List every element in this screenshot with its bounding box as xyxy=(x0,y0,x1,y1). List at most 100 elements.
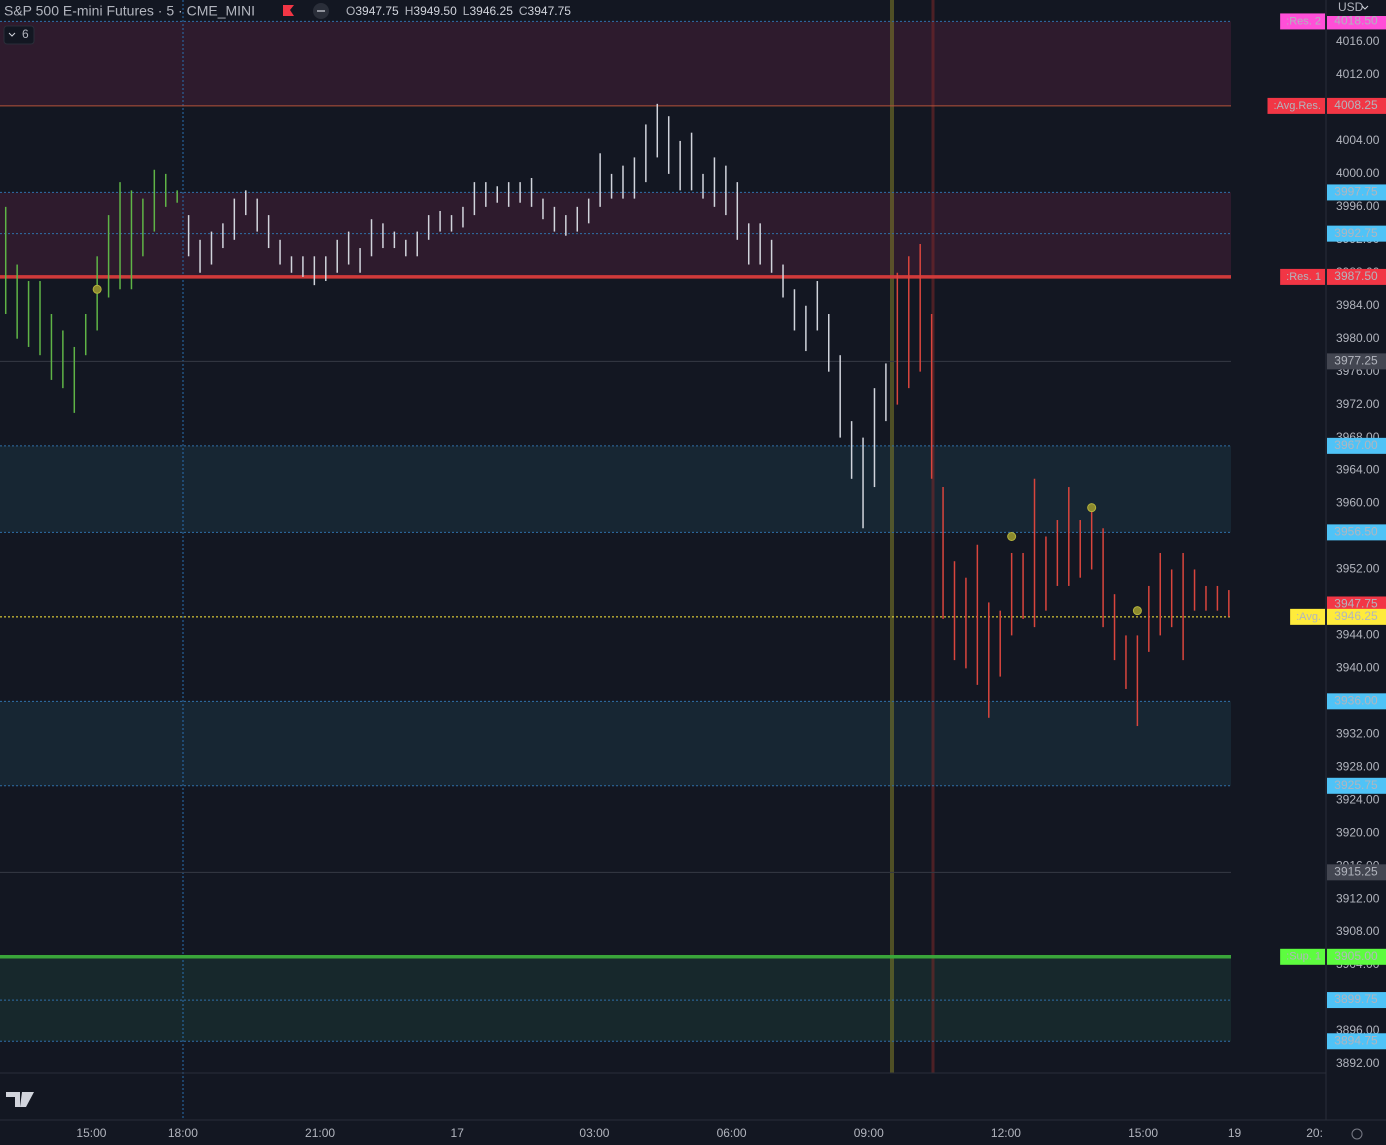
x-tick-label: 18:00 xyxy=(168,1126,198,1140)
price-tag-label: 3894.75 xyxy=(1334,1033,1378,1047)
ohlc-key: H xyxy=(405,4,414,18)
level-tag xyxy=(1267,97,1325,114)
price-tag xyxy=(1327,225,1386,242)
price-tag-label: 3997.75 xyxy=(1334,185,1378,199)
x-tick-label: 17 xyxy=(451,1126,465,1140)
y-tick-label: 3940.00 xyxy=(1336,661,1380,675)
price-tag-label: 3947.75 xyxy=(1334,597,1378,611)
ohlc-values: O3947.75 H3949.50 L3946.25 C3947.75 xyxy=(346,4,571,18)
indicators-count[interactable]: 6 xyxy=(22,27,29,41)
y-tick-label: 3980.00 xyxy=(1336,331,1380,345)
level-tag-label: :Res. 2 xyxy=(1286,15,1321,27)
x-tick-label: 06:00 xyxy=(717,1126,747,1140)
bars xyxy=(4,103,1230,727)
zone xyxy=(0,21,1231,106)
price-tag-label: 3987.50 xyxy=(1334,269,1378,283)
price-tag-label: 3946.25 xyxy=(1334,609,1378,623)
price-tag xyxy=(1327,693,1386,710)
level-tag-label: :Res. 1 xyxy=(1286,271,1321,283)
price-tag-label: 4018.50 xyxy=(1334,14,1378,28)
x-tick-label: 19 xyxy=(1228,1126,1242,1140)
flag-icon[interactable] xyxy=(283,5,294,16)
level-tag xyxy=(1280,13,1325,30)
price-tag xyxy=(1327,524,1386,541)
price-tag-label: 3915.25 xyxy=(1334,864,1378,878)
ohlc-key: O xyxy=(346,4,355,18)
y-tick-label: 3932.00 xyxy=(1336,726,1380,740)
x-tick-label: 15:00 xyxy=(1128,1126,1158,1140)
chevron xyxy=(1361,5,1369,10)
y-tick-label: 4016.00 xyxy=(1336,34,1380,48)
x-tick-label: 12:00 xyxy=(991,1126,1021,1140)
price-tag xyxy=(1327,992,1386,1009)
price-tag-label: 3936.00 xyxy=(1334,693,1378,707)
session-lines xyxy=(182,0,935,1120)
level-tag xyxy=(1280,948,1325,965)
y-tick-label: 3912.00 xyxy=(1336,891,1380,905)
y-tick-label: 4000.00 xyxy=(1336,166,1380,180)
level-tag xyxy=(1290,608,1325,625)
price-tag-label: 3905.00 xyxy=(1334,949,1378,963)
price-tag xyxy=(1327,184,1386,201)
price-tag xyxy=(1327,353,1386,370)
y-tick-label: 3996.00 xyxy=(1336,199,1380,213)
y-tick-label: 3972.00 xyxy=(1336,397,1380,411)
indicators-toggle[interactable] xyxy=(3,25,35,45)
y-tick-label: 3984.00 xyxy=(1336,298,1380,312)
currency[interactable]: USD xyxy=(1338,0,1364,14)
x-tick-label: 15:00 xyxy=(76,1126,106,1140)
y-tick-label: 3924.00 xyxy=(1336,792,1380,806)
y-tick-label: 3928.00 xyxy=(1336,759,1380,773)
zones xyxy=(0,21,1231,1042)
zone xyxy=(0,701,1231,786)
price-tag-label: 3967.00 xyxy=(1334,438,1378,452)
price-tag xyxy=(1327,97,1386,114)
price-tag-label: 3977.25 xyxy=(1334,354,1378,368)
y-tick-label: 3920.00 xyxy=(1336,825,1380,839)
level-tag-label: :Avg.Res. xyxy=(1274,100,1322,112)
price-tag xyxy=(1327,268,1386,285)
zone xyxy=(0,956,1231,1042)
y-tick-label: 4004.00 xyxy=(1336,133,1380,147)
y-tick-label: 3908.00 xyxy=(1336,924,1380,938)
x-tick-label: 09:00 xyxy=(854,1126,884,1140)
price-tag xyxy=(1327,596,1386,613)
x-tick-label: 03:00 xyxy=(579,1126,609,1140)
ohlc-value: 3947.75 xyxy=(355,4,399,18)
price-tag-label: 4008.25 xyxy=(1334,98,1378,112)
header: S&P 500 E-mini Futures · 5 · CME_MINI O3… xyxy=(3,0,1386,1140)
price-tag xyxy=(1327,948,1386,965)
zone xyxy=(0,192,1231,277)
y-tick-label: 3944.00 xyxy=(1336,628,1380,642)
ohlc-value: 3946.25 xyxy=(469,4,513,18)
chevron xyxy=(8,32,16,37)
price-tag xyxy=(1327,13,1386,30)
levels xyxy=(0,20,1231,1042)
signal-marker xyxy=(1132,606,1142,616)
symbol-title[interactable]: S&P 500 E-mini Futures · 5 · CME_MINI xyxy=(4,3,255,19)
price-tag xyxy=(1327,608,1386,625)
level-tag-label: :Sup. 1 xyxy=(1286,951,1321,963)
price-tag xyxy=(1327,437,1386,454)
currency-bg xyxy=(1327,0,1386,16)
signal-marker xyxy=(1007,532,1017,541)
ohlc-key: L xyxy=(463,4,470,18)
x-tick-label: 21:00 xyxy=(305,1126,335,1140)
y-tick-label: 4012.00 xyxy=(1336,67,1380,81)
signal-marker xyxy=(92,284,102,294)
price-tag xyxy=(1327,1033,1386,1050)
x-tick-label: 20: xyxy=(1306,1126,1323,1140)
settings-icon[interactable] xyxy=(1351,1128,1363,1140)
logo xyxy=(6,1092,34,1107)
zone xyxy=(0,445,1231,533)
level-tag xyxy=(1280,268,1325,285)
price-tag-label: 3956.50 xyxy=(1334,525,1378,539)
price-tag-label: 3899.75 xyxy=(1334,992,1378,1006)
ohlc-value: 3947.75 xyxy=(528,4,572,18)
y-tick-label: 3964.00 xyxy=(1336,463,1380,477)
price-tags: 4018.50 :Res. 2 4008.25 :Avg.Res. 3997.75399… xyxy=(1267,13,1386,1050)
signal-marker xyxy=(1087,503,1097,513)
